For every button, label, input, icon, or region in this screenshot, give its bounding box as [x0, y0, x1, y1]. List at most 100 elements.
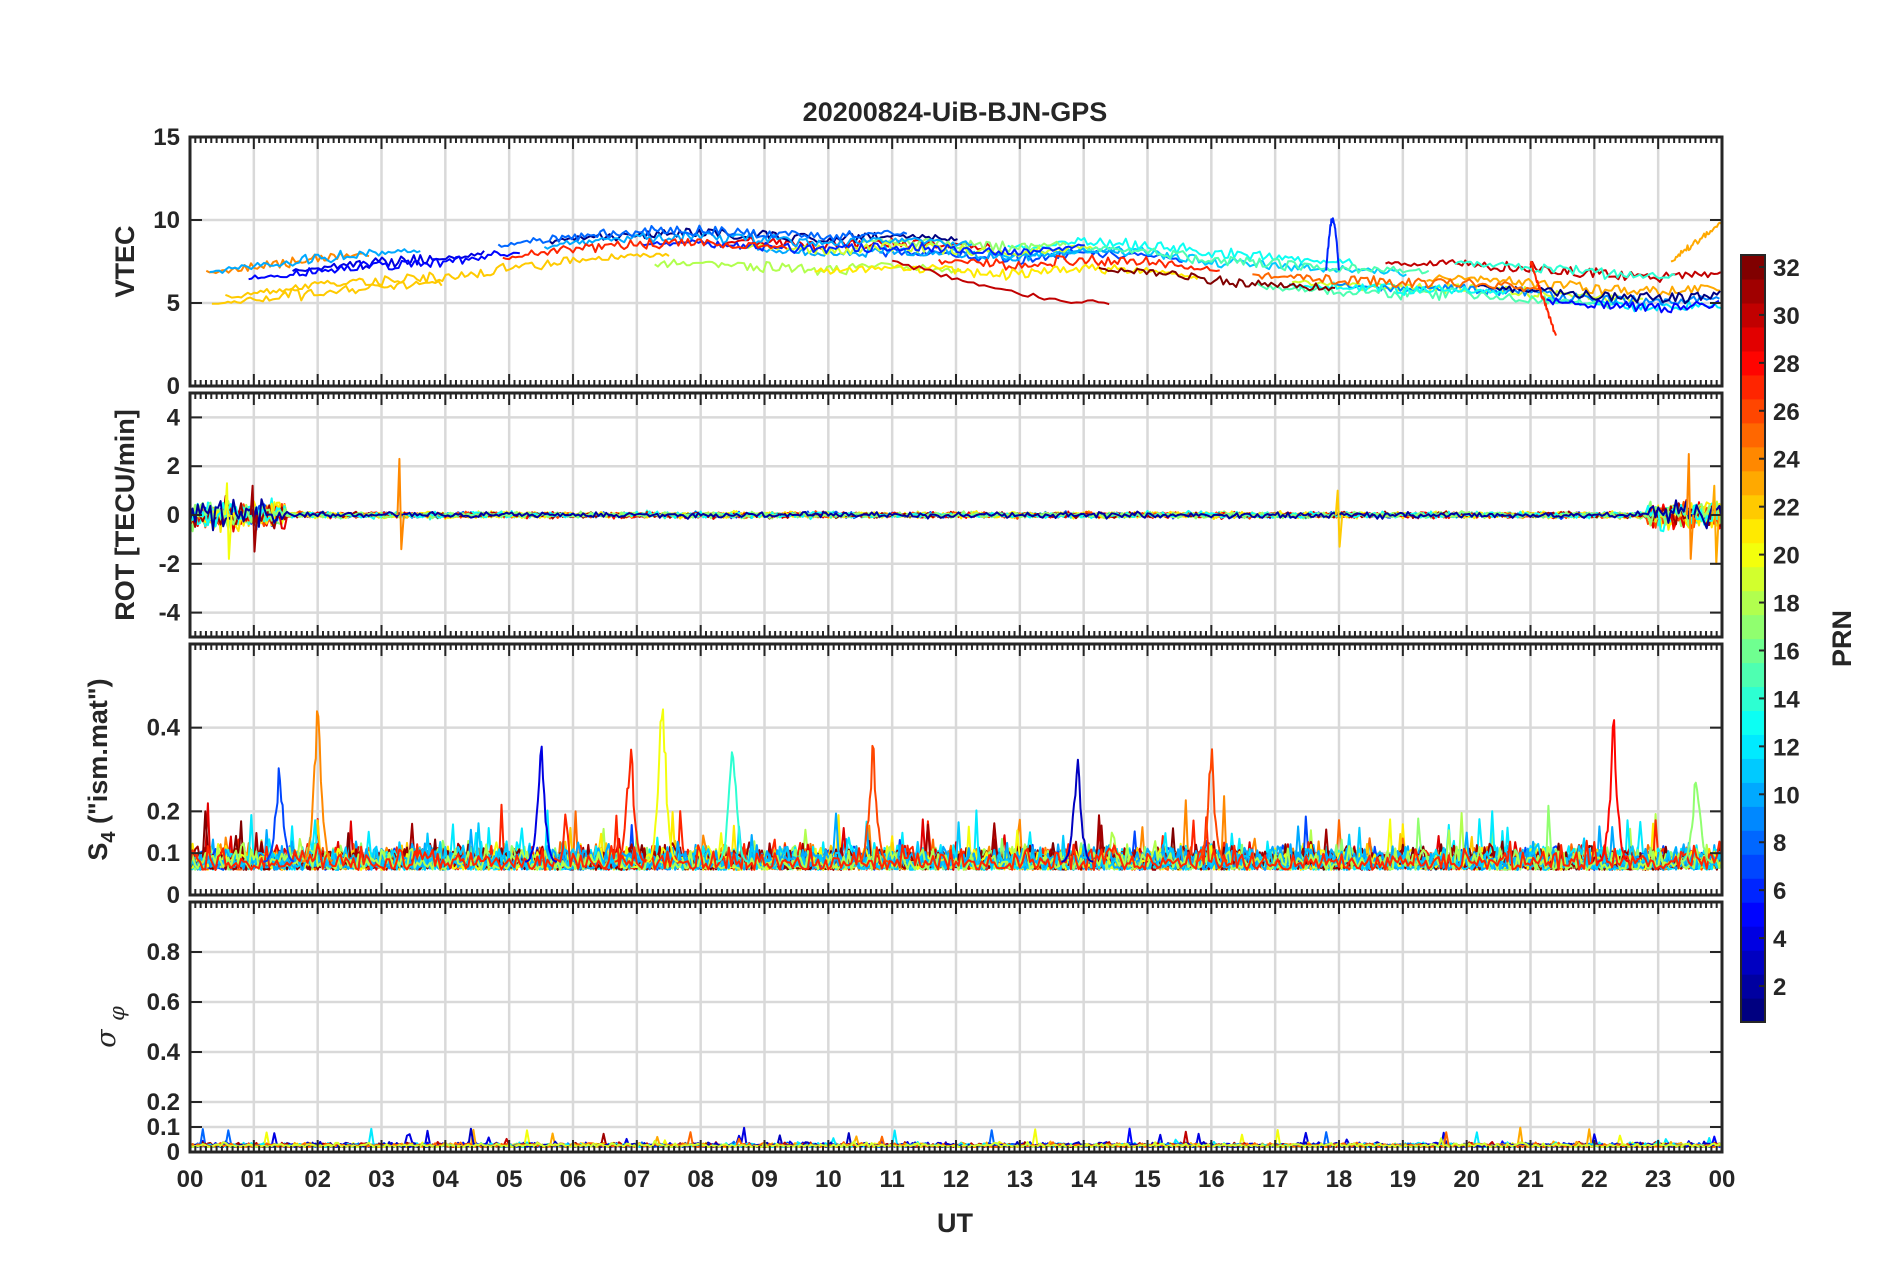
panel-1: 0 5 10 15 VTEC [110, 124, 1724, 400]
colorbar-segment [1741, 710, 1765, 735]
y-axis-label: ROT [TECU/min] [110, 409, 140, 620]
colorbar-segment [1741, 998, 1765, 1023]
y-axis-label: VTEC [110, 225, 140, 297]
colorbar-segment [1741, 566, 1765, 592]
y-tick-label: 0.4 [147, 715, 181, 742]
s4-peak [614, 748, 647, 863]
colorbar-frame [1740, 254, 1766, 1023]
vtec-arc [1007, 237, 1354, 265]
colorbar-segment [1741, 470, 1765, 496]
vtec-arc [209, 248, 421, 274]
x-tick-label: 00 [1709, 1166, 1736, 1193]
colorbar-tick-label: 28 [1773, 351, 1800, 378]
y-tick-label: 0.6 [147, 989, 180, 1016]
colorbar-tick-label: 20 [1773, 543, 1800, 570]
vtec-feature [892, 259, 1110, 306]
x-tick-label: 21 [1517, 1166, 1544, 1193]
x-tick-label: 00 [177, 1166, 204, 1193]
y-tick-label: 0 [167, 1139, 180, 1166]
colorbar-segment [1741, 326, 1765, 352]
vtec-arc [497, 224, 908, 248]
x-tick-label: 15 [1134, 1166, 1161, 1193]
y-tick-label: 0.4 [147, 1039, 181, 1066]
vtec-arc [640, 239, 1085, 256]
s4-peak [301, 710, 333, 863]
x-axis-label: UT [937, 1208, 973, 1238]
vtec-arc [814, 263, 1199, 281]
y-axis-label-subscript: 4 [98, 831, 120, 843]
y-tick-label: 4 [167, 404, 181, 431]
y-tick-label: 0 [167, 882, 180, 909]
x-tick-label: 23 [1645, 1166, 1672, 1193]
x-tick-labels: 00 01 02 03 04 05 06 07 08 09 10 11 12 13 14 15 16 17 18 19… [177, 1166, 1736, 1193]
panel-frame [188, 642, 1724, 897]
y-tick-label: 0.1 [147, 1114, 180, 1141]
x-tick-label: 09 [751, 1166, 778, 1193]
x-tick-label: 20 [1453, 1166, 1480, 1193]
vtec-feature [1529, 260, 1557, 336]
colorbar-segment [1741, 950, 1765, 975]
panel-4: 00.10.2 0.4 0.6 0.8 σ φ [91, 900, 1724, 1166]
vtec-arc [1098, 266, 1336, 292]
x-tick-label: 01 [240, 1166, 267, 1193]
x-tick-label: 05 [496, 1166, 523, 1193]
s4-peak [716, 751, 749, 863]
colorbar-tick-label: 16 [1773, 638, 1800, 665]
x-tick-label: 07 [623, 1166, 650, 1193]
colorbar-segment [1741, 902, 1765, 927]
vtec-arc [225, 252, 670, 299]
panel-series [189, 708, 1723, 871]
panel-frame [188, 391, 1724, 639]
x-tick-label: 06 [560, 1166, 587, 1193]
colorbar-tick-label: 8 [1773, 830, 1786, 857]
colorbar-segment [1741, 614, 1765, 640]
x-tick-label: 18 [1326, 1166, 1353, 1193]
vtec-arc [1454, 260, 1676, 280]
rot-series [189, 498, 1723, 532]
colorbar-tick-label: 18 [1773, 591, 1800, 618]
vtec-arc [937, 254, 1220, 272]
x-tick-label: 22 [1581, 1166, 1608, 1193]
y-tick-label: 5 [167, 290, 180, 317]
rot-spike [1711, 484, 1720, 565]
s4-peak [1061, 758, 1094, 863]
y-axis-label-subscript: φ [105, 1006, 129, 1021]
y-tick-label: 0.2 [147, 798, 180, 825]
vtec-arc [1336, 282, 1720, 307]
x-tick-label: 11 [879, 1166, 904, 1193]
colorbar-segment [1741, 806, 1765, 831]
panel-2: -4 -2 0 2 4 ROT [TECU/min] [110, 391, 1724, 639]
x-tick-label: 19 [1389, 1166, 1416, 1193]
y-tick-label: 2 [167, 453, 180, 480]
x-tick-label: 04 [432, 1166, 459, 1193]
s4-peak [1597, 719, 1630, 863]
s4-peak [1195, 748, 1228, 863]
s4-peak [525, 745, 557, 863]
vtec-feature [1670, 221, 1723, 263]
y-tick-label: 0 [167, 502, 180, 529]
chart-title: 20200824-UiB-BJN-GPS [803, 97, 1108, 127]
y-axis-label: S4 ("ism.mat") [83, 678, 120, 860]
colorbar-tick-label: 6 [1773, 878, 1786, 905]
y-tick-label: 0.8 [147, 939, 180, 966]
x-tick-label: 14 [1070, 1166, 1097, 1193]
y-axis-label-rest: ("ism.mat") [83, 678, 113, 831]
y-tick-label: 0 [167, 373, 180, 400]
x-tick-label: 13 [1006, 1166, 1033, 1193]
y-tick-label: -2 [159, 551, 180, 578]
colorbar-tick-label: 30 [1773, 303, 1800, 330]
colorbar-tick-label: 26 [1773, 399, 1800, 426]
colorbar-segment [1741, 758, 1765, 783]
rot-spike [224, 482, 233, 560]
y-tick-label: 0.2 [147, 1089, 180, 1116]
vtec-arc [211, 280, 443, 305]
colorbar-segment [1741, 278, 1765, 304]
colorbar-tick-label: 4 [1773, 926, 1787, 953]
vtec-arc [756, 245, 1125, 262]
vtec-arc [543, 230, 973, 250]
colorbar-tick-label: 12 [1773, 734, 1800, 761]
colorbar-segment [1741, 854, 1765, 879]
x-tick-label: 12 [943, 1166, 970, 1193]
x-tick-label: 16 [1198, 1166, 1225, 1193]
